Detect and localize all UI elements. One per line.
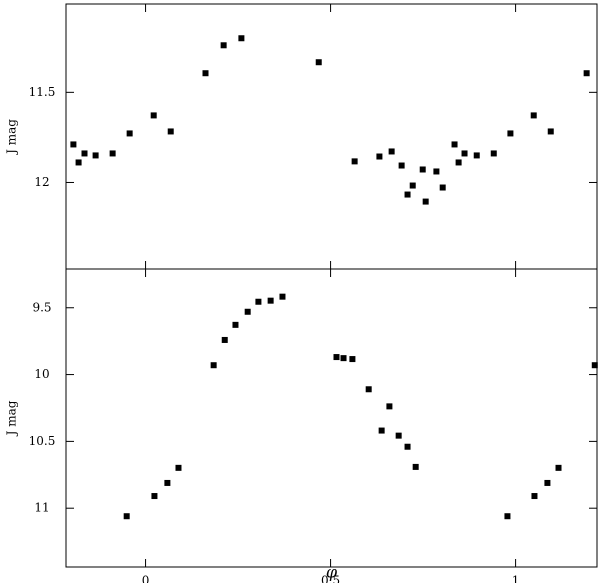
data-point bbox=[504, 513, 511, 520]
data-point bbox=[221, 336, 228, 343]
data-point bbox=[555, 464, 562, 471]
data-point bbox=[81, 150, 88, 157]
x-tick-label: 1 bbox=[512, 574, 520, 583]
plot-frame bbox=[65, 3, 598, 270]
x-tick-label: 0 bbox=[142, 574, 150, 583]
data-point bbox=[378, 427, 385, 434]
data-point bbox=[150, 112, 157, 119]
data-point bbox=[333, 354, 340, 361]
y-tick-label: 12 bbox=[34, 175, 49, 189]
data-point bbox=[439, 184, 446, 191]
data-point bbox=[126, 130, 133, 137]
data-point bbox=[92, 152, 99, 159]
y-tick-label: 9.5 bbox=[32, 300, 51, 314]
y-tick-label: 11.5 bbox=[29, 85, 56, 99]
data-point bbox=[167, 128, 174, 135]
data-point bbox=[395, 432, 402, 439]
data-point bbox=[473, 152, 480, 159]
x-tick-label: 0.5 bbox=[321, 574, 340, 583]
data-point bbox=[412, 463, 419, 470]
data-point bbox=[109, 150, 116, 157]
y-tick-label: 10 bbox=[34, 367, 49, 381]
data-point bbox=[151, 493, 158, 500]
data-point bbox=[232, 321, 239, 328]
data-point bbox=[238, 35, 245, 42]
y-axis-label: J mag bbox=[5, 400, 19, 437]
y-axis-label: J mag bbox=[5, 119, 19, 156]
data-point bbox=[123, 513, 130, 520]
x-axis-label: φ bbox=[326, 563, 338, 582]
y-tick-label: 11 bbox=[34, 501, 49, 515]
data-point bbox=[583, 70, 590, 77]
data-point bbox=[388, 148, 395, 155]
plot-frame bbox=[65, 268, 598, 568]
data-point bbox=[544, 479, 551, 486]
data-point bbox=[164, 479, 171, 486]
data-point bbox=[461, 150, 468, 157]
data-point bbox=[340, 355, 347, 362]
data-point bbox=[175, 464, 182, 471]
data-point bbox=[547, 128, 554, 135]
data-point bbox=[255, 298, 262, 305]
data-point bbox=[404, 191, 411, 198]
data-point bbox=[451, 141, 458, 148]
data-point bbox=[419, 166, 426, 173]
data-point bbox=[490, 150, 497, 157]
data-point bbox=[210, 362, 217, 369]
data-point bbox=[409, 182, 416, 189]
data-point bbox=[433, 168, 440, 175]
data-point bbox=[202, 70, 209, 77]
data-point bbox=[70, 141, 77, 148]
data-point bbox=[220, 42, 227, 49]
data-point bbox=[398, 162, 405, 169]
data-point bbox=[349, 356, 356, 363]
data-point bbox=[75, 159, 82, 166]
data-point bbox=[315, 59, 322, 66]
data-point bbox=[376, 153, 383, 160]
data-point bbox=[351, 158, 358, 165]
data-point bbox=[455, 159, 462, 166]
data-point bbox=[267, 297, 274, 304]
y-tick-label: 10.5 bbox=[29, 434, 56, 448]
data-point bbox=[530, 112, 537, 119]
data-point bbox=[244, 308, 251, 315]
data-point bbox=[591, 362, 598, 369]
data-point bbox=[404, 443, 411, 450]
data-point bbox=[365, 386, 372, 393]
data-point bbox=[531, 493, 538, 500]
data-point bbox=[422, 198, 429, 205]
data-point bbox=[279, 293, 286, 300]
data-point bbox=[507, 130, 514, 137]
data-point bbox=[386, 403, 393, 410]
